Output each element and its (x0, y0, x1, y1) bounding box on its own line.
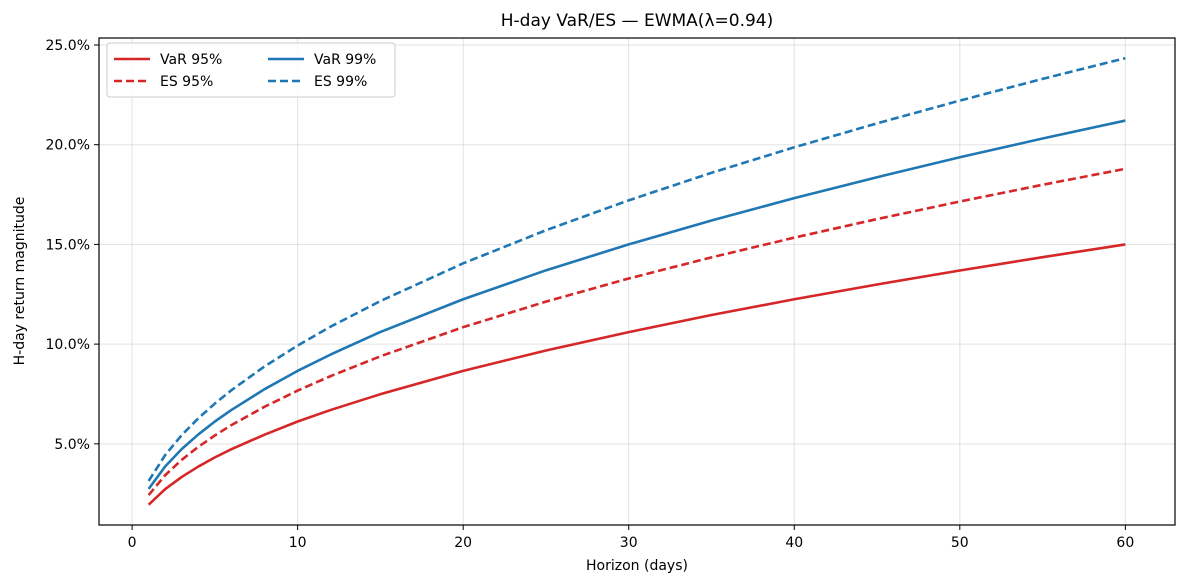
series-line-var-99 (147, 119, 1126, 490)
series-lines (147, 56, 1126, 506)
legend: VaR 95% ES 95% VaR 99% ES 99% (106, 42, 396, 98)
y-tick-label: 10.0% (46, 337, 90, 353)
x-tick-label: 20 (454, 535, 472, 551)
x-tick-label: 60 (1116, 535, 1134, 551)
y-tick-label: 20.0% (46, 138, 90, 154)
y-axis-ticks: 5.0% 10.0% 15.0% 20.0% 25.0% (46, 38, 99, 453)
x-axis-label: Horizon (days) (586, 558, 688, 574)
legend-label: ES 95% (160, 74, 213, 90)
y-tick-label: 5.0% (54, 437, 90, 453)
legend-box (106, 42, 396, 98)
x-tick-label: 50 (951, 535, 969, 551)
x-tick-label: 10 (289, 535, 307, 551)
chart-title: H-day VaR/ES — EWMA(λ=0.94) (501, 11, 773, 31)
grid (99, 38, 1175, 525)
legend-label: ES 99% (314, 74, 367, 90)
series-line-var-95 (147, 243, 1126, 506)
y-tick-label: 25.0% (46, 38, 90, 54)
y-axis-label: H-day return magnitude (12, 197, 28, 366)
y-tick-label: 15.0% (46, 237, 90, 253)
legend-label: VaR 99% (314, 52, 376, 68)
plot-frame (98, 37, 1176, 526)
x-tick-label: 40 (785, 535, 803, 551)
x-axis-ticks: 0 10 20 30 40 50 60 (128, 525, 1134, 551)
x-tick-label: 30 (620, 535, 638, 551)
x-tick-label: 0 (128, 535, 137, 551)
legend-label: VaR 95% (160, 52, 222, 68)
